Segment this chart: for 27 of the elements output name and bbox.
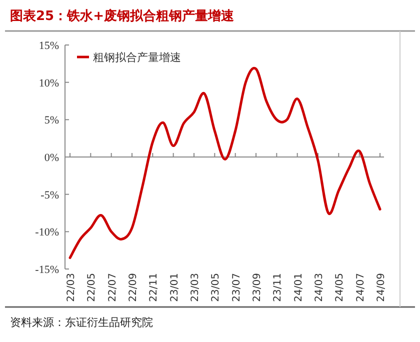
line-series — [68, 68, 382, 260]
y-tick-label: -5% — [40, 189, 59, 202]
x-tick-label: 23/11 — [272, 273, 284, 302]
y-tick-label: -15% — [35, 264, 59, 276]
x-tick-label: 24/05 — [334, 273, 346, 302]
x-tick-label: 23/09 — [252, 273, 263, 302]
y-tick-label: 10% — [38, 77, 59, 90]
x-tick-label: 24/09 — [376, 273, 387, 302]
x-tick-label: 23/03 — [190, 273, 201, 302]
x-tick-label: 22/09 — [128, 273, 139, 302]
x-tick-label: 23/05 — [210, 273, 222, 302]
text: 资料来源：东证衍生品研究院 — [10, 316, 153, 329]
x-tick-label: 24/03 — [314, 273, 325, 302]
x-tick-label: 23/07 — [231, 273, 242, 302]
x-tick-label: 22/03 — [66, 273, 77, 302]
y-tick-label: 15% — [38, 40, 59, 52]
x-tick-label: 22/07 — [107, 273, 118, 302]
x-tick-label: 22/05 — [86, 273, 98, 302]
x-tick-label: 22/11 — [148, 273, 160, 302]
y-tick-label: -10% — [35, 226, 59, 239]
legend-label: 粗钢拟合产量增速 — [93, 51, 181, 64]
x-tick-label: 24/01 — [293, 273, 304, 302]
chart-title: 图表25：铁水+废钢拟合粗钢产量增速 — [10, 8, 235, 24]
x-tick-label: 24/07 — [355, 273, 366, 302]
x-tick-label: 23/01 — [169, 273, 180, 302]
y-tick-label: 5% — [44, 114, 59, 127]
y-tick-label: 0% — [44, 152, 59, 164]
